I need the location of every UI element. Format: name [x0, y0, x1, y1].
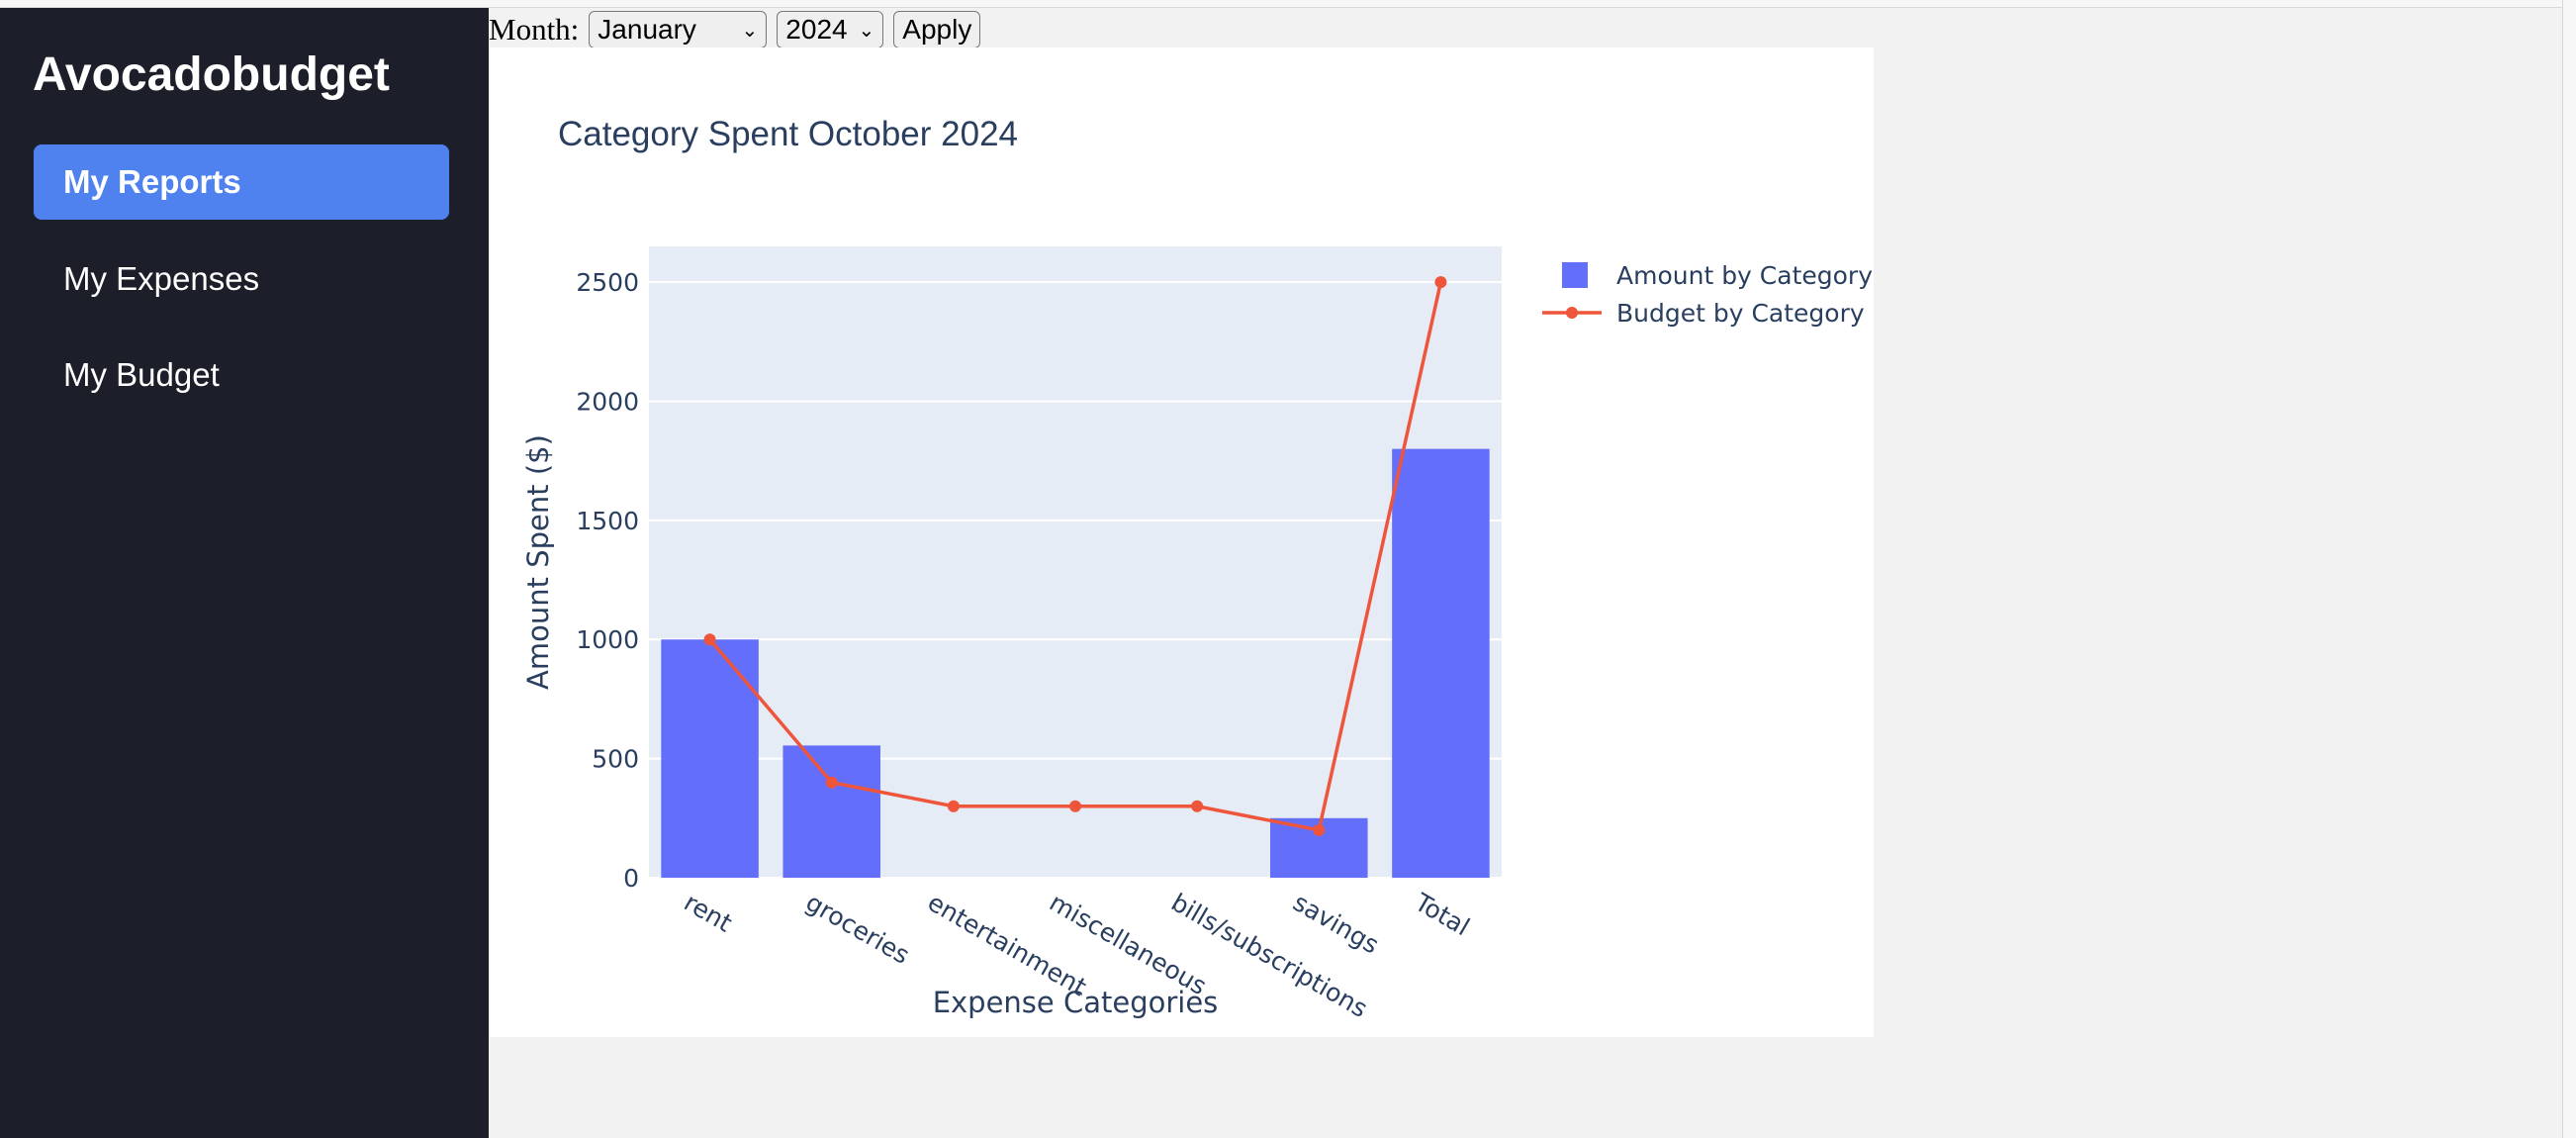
x-tick-label: rent [680, 888, 738, 938]
chart-panel: Category Spent October 2024 0 500 1000 1500… [489, 47, 1874, 1037]
bar-groceries [782, 745, 880, 878]
nav-item-my-budget[interactable]: My Budget [63, 356, 220, 393]
bar-rent [661, 639, 759, 878]
legend-bar-swatch [1562, 262, 1588, 288]
month-label: Month: [489, 12, 580, 47]
year-select-value: 2024 [785, 14, 848, 45]
y-tick-label: 1500 [576, 507, 639, 535]
chart-title: Category Spent October 2024 [558, 115, 1019, 153]
y-tick-label: 2500 [576, 268, 639, 297]
month-select-value: January [598, 14, 696, 45]
legend-line-marker [1566, 307, 1578, 319]
y-tick-label: 2000 [576, 387, 639, 416]
brand-title: Avocadobudget [33, 48, 390, 101]
y-axis-title: Amount Spent ($) [521, 434, 555, 690]
report-filters: Month: January ⌄ 2024 ⌄ Apply [489, 8, 981, 51]
x-axis-title: Expense Categories [933, 986, 1219, 1019]
apply-button[interactable]: Apply [893, 11, 981, 48]
budget-point [1313, 823, 1326, 836]
budget-point [1434, 276, 1447, 289]
browser-top-strip [0, 0, 2576, 8]
budget-point [1069, 800, 1081, 812]
x-tick-label: Total [1410, 888, 1475, 942]
legend-label-amount: Amount by Category [1616, 261, 1873, 290]
y-tick-label: 1000 [576, 625, 639, 654]
budget-point [825, 776, 838, 789]
year-select[interactable]: 2024 ⌄ [777, 11, 884, 48]
bar-total [1392, 448, 1490, 878]
legend-label-budget: Budget by Category [1616, 299, 1865, 328]
budget-point [947, 800, 960, 812]
budget-point [703, 633, 716, 646]
nav-item-my-expenses[interactable]: My Expenses [63, 260, 260, 297]
chevron-down-icon: ⌄ [741, 19, 759, 42]
x-tick-label: groceries [801, 888, 915, 970]
x-tick-label: savings [1288, 888, 1384, 960]
line-series [703, 276, 1447, 836]
chevron-down-icon: ⌄ [858, 19, 875, 42]
sidebar: Avocadobudget My Reports My Expenses My … [0, 8, 489, 1138]
plot-area [649, 246, 1502, 878]
nav-item-my-reports[interactable]: My Reports [34, 144, 449, 220]
right-edge-panel [2562, 0, 2576, 1138]
month-select[interactable]: January ⌄ [589, 11, 768, 48]
y-tick-label: 0 [623, 864, 639, 893]
chart-legend: Amount by Category Budget by Category [1542, 261, 1873, 328]
budget-point [1191, 800, 1204, 812]
y-tick-label: 500 [592, 745, 639, 774]
